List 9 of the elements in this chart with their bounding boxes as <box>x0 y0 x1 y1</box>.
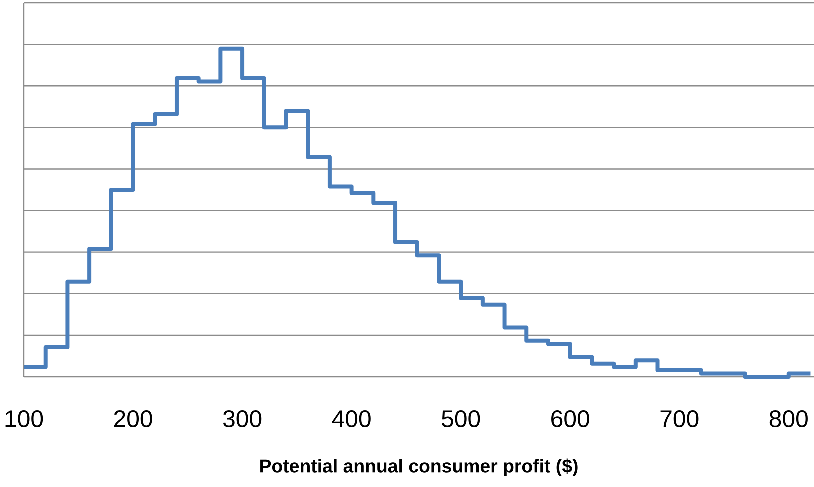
x-tick-label: 400 <box>332 410 371 428</box>
x-axis-title: Potential annual consumer profit ($) <box>260 458 578 477</box>
x-tick-label: 300 <box>223 410 262 428</box>
x-tick-label: 200 <box>114 410 152 428</box>
x-tick-label: 700 <box>660 410 699 428</box>
x-tick-label: 600 <box>552 410 590 428</box>
x-tick-label: 100 <box>6 410 44 428</box>
x-tick-label: 800 <box>770 410 808 428</box>
x-tick-label: 500 <box>442 410 480 428</box>
